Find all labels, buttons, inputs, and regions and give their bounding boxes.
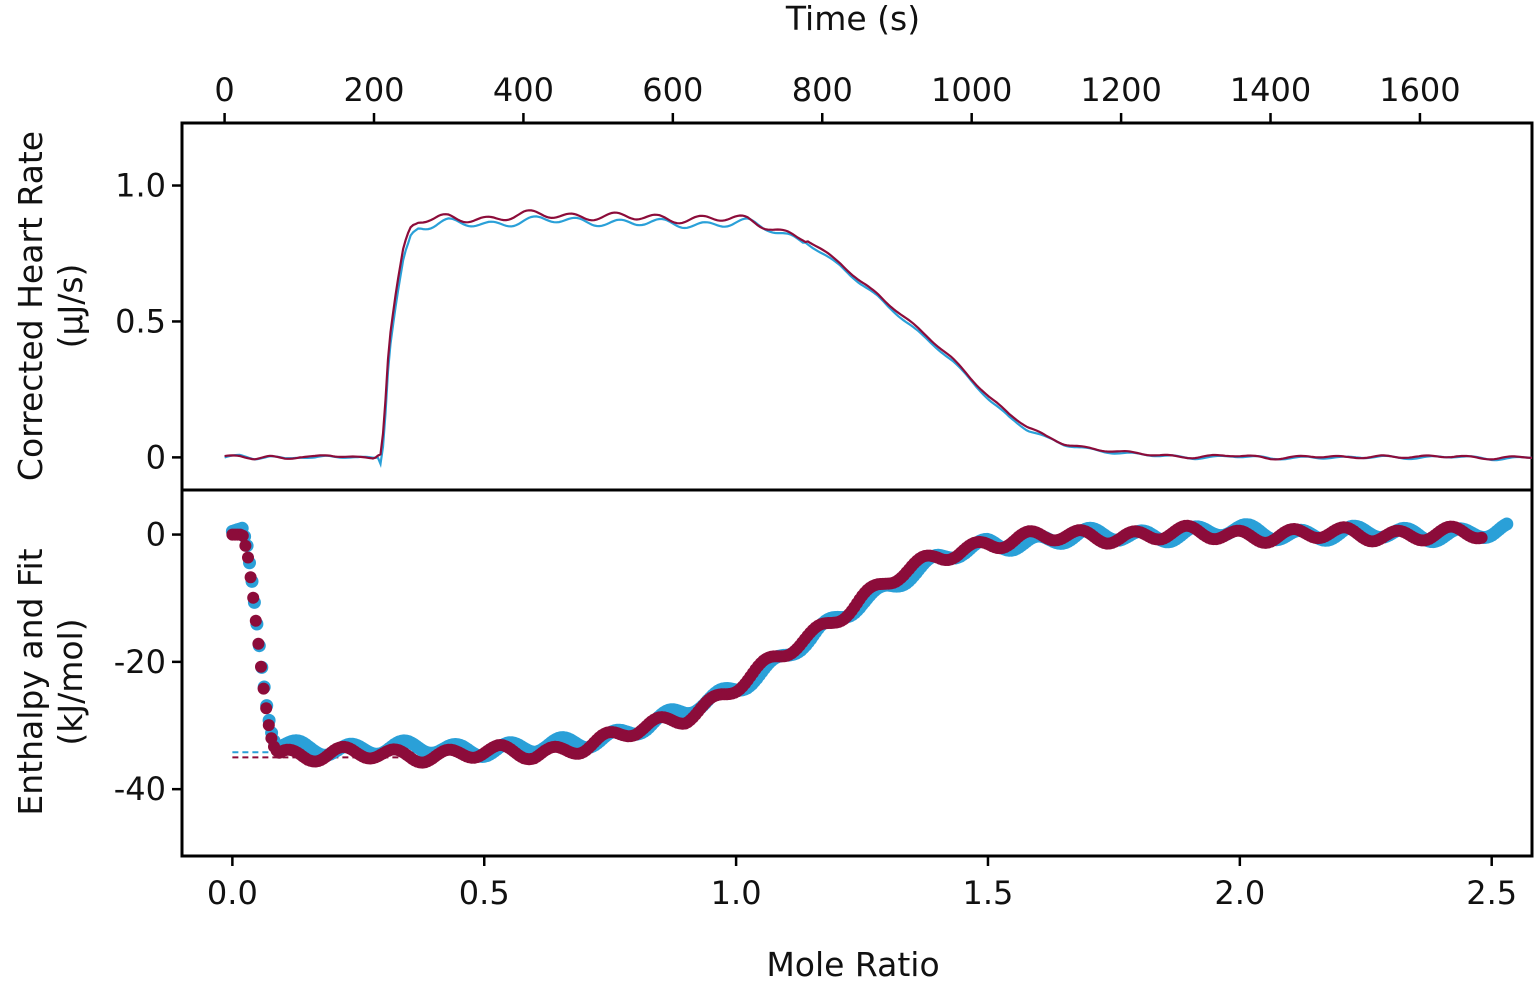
bottom-x-tick-label: 0.5 <box>459 874 510 912</box>
data-point <box>249 614 262 627</box>
top-y-tick-label: 1.0 <box>115 167 166 205</box>
data-point <box>252 637 265 650</box>
top-x-tick-label: 1600 <box>1379 71 1460 109</box>
enthalpy-series-a <box>225 517 1514 763</box>
data-point <box>244 571 257 584</box>
top-x-tick-label: 800 <box>792 71 853 109</box>
data-point <box>262 719 275 732</box>
enthalpy-panel: 0 -20 -40 0.0 0.5 1.0 1.5 2.0 2.5 <box>114 488 1534 912</box>
top-x-tick-label: 400 <box>493 71 554 109</box>
data-point <box>242 551 254 564</box>
top-y-tick-label: 0.5 <box>115 302 166 340</box>
enthalpy-series-b <box>226 519 1488 769</box>
bottom-x-tick-label: 2.0 <box>1214 874 1265 912</box>
data-point <box>239 539 252 552</box>
bottom-y-axis-unit: (kJ/mol) <box>51 618 90 745</box>
bottom-x-axis-title: Mole Ratio <box>766 945 939 984</box>
top-x-axis-title: Time (s) <box>785 0 920 38</box>
top-x-tick-label: 200 <box>343 71 404 109</box>
top-x-tick-label: 1000 <box>931 71 1012 109</box>
top-x-tick-label: 1200 <box>1080 71 1161 109</box>
data-point <box>255 660 267 673</box>
data-point <box>236 529 249 542</box>
bottom-y-tick-label: -40 <box>114 770 166 808</box>
top-x-tick-label: 1400 <box>1230 71 1311 109</box>
series-line-b <box>224 209 1532 461</box>
bottom-x-tick-label: 0.0 <box>207 874 258 912</box>
bottom-x-tick-label: 1.0 <box>711 874 762 912</box>
bottom-x-tick-label: 2.5 <box>1466 874 1517 912</box>
bottom-y-axis-title: Enthalpy and Fit <box>11 548 50 815</box>
data-point <box>247 591 260 604</box>
top-x-tick-label: 0 <box>214 71 234 109</box>
data-point <box>257 682 270 695</box>
series-line-a <box>224 215 1533 469</box>
bottom-x-tick-label: 1.5 <box>963 874 1014 912</box>
bottom-plot-frame <box>180 488 1534 858</box>
top-y-tick-label: 0 <box>146 438 166 476</box>
top-y-axis-title: Corrected Heart Rate <box>11 131 50 481</box>
data-point <box>260 702 273 715</box>
top-y-axis-unit: (µJ/s) <box>51 264 90 349</box>
top-x-tick-label: 600 <box>642 71 703 109</box>
bottom-y-tick-label: -20 <box>114 643 166 681</box>
data-point <box>1500 517 1514 531</box>
data-point <box>1475 531 1488 544</box>
heat-rate-panel: 0 0.5 1.0 0 200 400 600 800 1000 1200 1400 1600 <box>115 71 1534 492</box>
bottom-y-tick-label: 0 <box>146 516 166 554</box>
